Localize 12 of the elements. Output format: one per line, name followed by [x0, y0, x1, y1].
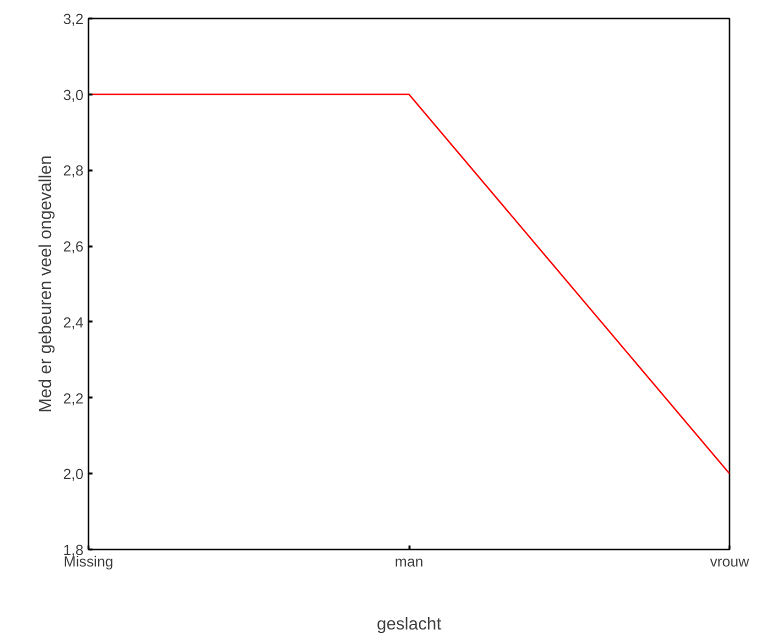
x-tick-label: Missing [64, 554, 114, 570]
y-tick-label: 2,0 [63, 467, 84, 484]
y-axis-title: Med er gebeuren veel ongevallen [35, 155, 56, 413]
y-tick-label: 3,0 [63, 88, 84, 104]
y-tick-label: 2,6 [63, 240, 84, 256]
y-tick-label: 2,2 [63, 391, 84, 408]
y-tick-label: 2,4 [63, 315, 84, 332]
x-tick-label: vrouw [710, 554, 750, 570]
x-axis-title: geslacht [376, 614, 442, 634]
y-tick-label: 3,2 [63, 12, 84, 28]
x-tick-label: man [394, 554, 424, 570]
y-tick-label: 2,8 [63, 164, 84, 180]
